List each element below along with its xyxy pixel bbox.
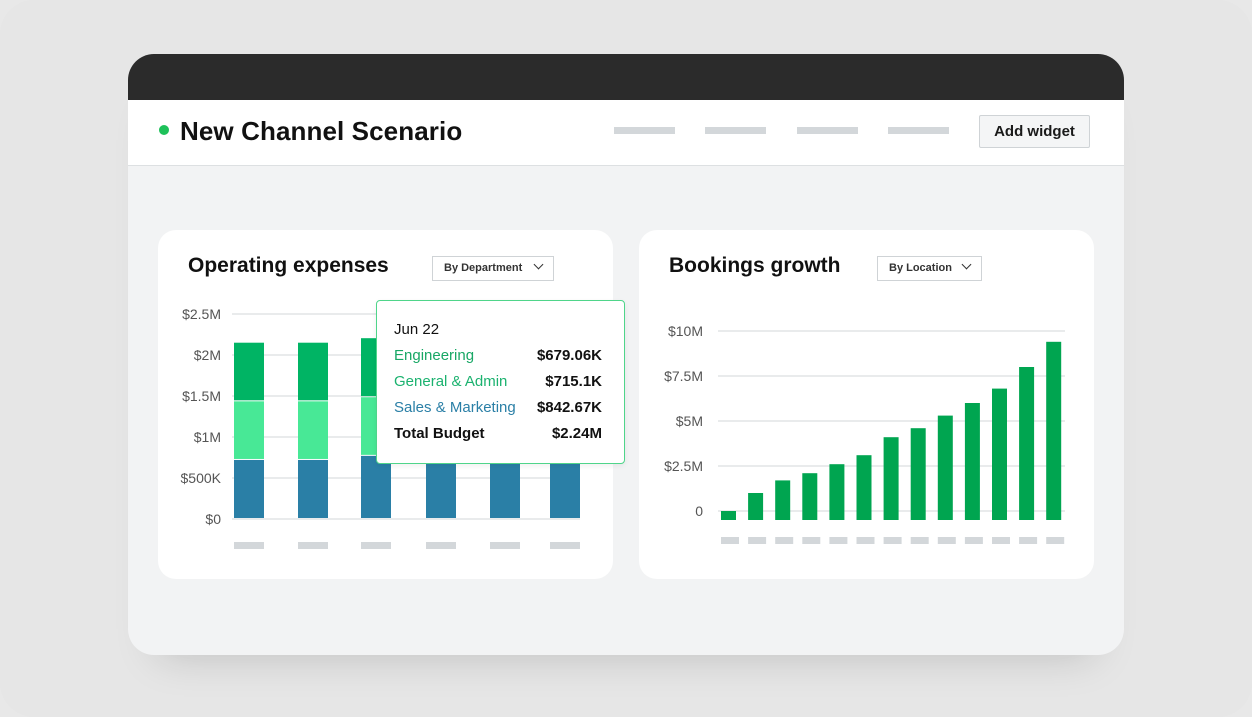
x-tick-placeholder xyxy=(937,537,956,544)
tooltip-date: Jun 22 xyxy=(394,321,440,338)
y-tick-label: $2.5M xyxy=(182,306,221,322)
bar xyxy=(964,403,980,520)
card-title: Operating expenses xyxy=(188,254,389,277)
y-tick-label: $2.5M xyxy=(664,458,703,474)
tooltip-value: $2.24M xyxy=(551,425,602,442)
x-tick-placeholder xyxy=(298,542,328,549)
bar xyxy=(992,388,1007,520)
department-filter-dropdown[interactable]: By Department xyxy=(432,256,554,281)
x-tick-placeholder xyxy=(748,537,767,544)
y-tick-label: $10M xyxy=(668,323,703,339)
tooltip-value: $679.06K xyxy=(536,347,602,364)
bar xyxy=(1019,367,1035,520)
bar xyxy=(883,437,899,520)
bar-segment xyxy=(490,459,520,518)
bar xyxy=(802,473,818,520)
location-filter-dropdown[interactable]: By Location xyxy=(877,256,982,281)
x-tick-placeholder xyxy=(361,542,391,549)
tooltip-label: Total Budget xyxy=(394,425,485,442)
tooltip-value: $842.67K xyxy=(536,399,602,416)
bar-segment xyxy=(234,459,264,518)
x-tick-placeholder xyxy=(1046,537,1065,544)
bookings-growth-chart: 0 $2.5M $5M $7.5M $10M xyxy=(664,323,1065,544)
window-titlebar xyxy=(128,54,1124,100)
page-header: New Channel Scenario Add widget xyxy=(128,100,1124,166)
dropdown-label: By Department xyxy=(444,262,523,274)
bar xyxy=(910,428,926,520)
y-tick-label: $1M xyxy=(194,429,221,445)
nav-placeholder-1[interactable] xyxy=(614,127,675,134)
bar xyxy=(1046,341,1062,520)
y-tick-label: $7.5M xyxy=(664,368,703,384)
bar-segment xyxy=(234,342,264,401)
y-tick-label: $0 xyxy=(205,511,221,527)
chart-tooltip: Jun 22 Engineering $679.06K General & Ad… xyxy=(376,300,625,464)
dropdown-label: By Location xyxy=(889,262,952,274)
bar-segment xyxy=(298,342,328,401)
nav-placeholder-2[interactable] xyxy=(705,127,766,134)
tooltip-label: Sales & Marketing xyxy=(394,399,516,416)
bar xyxy=(937,415,953,520)
y-tick-label: $1.5M xyxy=(182,388,221,404)
bar xyxy=(721,511,736,520)
y-tick-label: 0 xyxy=(695,503,703,519)
x-tick-placeholder xyxy=(234,542,264,549)
bar xyxy=(829,464,845,520)
y-tick-label: $2M xyxy=(194,347,221,363)
x-tick-placeholder xyxy=(964,537,983,544)
x-tick-placeholder xyxy=(550,542,580,549)
x-tick-placeholder xyxy=(910,537,929,544)
bar-segment xyxy=(234,401,264,459)
bookings-growth-card: Bookings growth By Location xyxy=(639,230,1094,579)
nav-placeholder-4[interactable] xyxy=(888,127,949,134)
y-tick-label: $500K xyxy=(181,470,222,486)
bar-segment xyxy=(550,459,580,518)
operating-expenses-chart: $0 $500K $1M $1.5M $2M $2.5M xyxy=(181,306,580,549)
x-tick-placeholder xyxy=(802,537,821,544)
x-tick-placeholder xyxy=(426,542,456,549)
bar xyxy=(856,455,872,520)
add-widget-button[interactable]: Add widget xyxy=(979,115,1090,148)
bar-segment xyxy=(298,401,328,459)
y-tick-label: $5M xyxy=(676,413,703,429)
bar xyxy=(775,480,791,520)
x-tick-placeholder xyxy=(1019,537,1038,544)
bar-segment xyxy=(361,455,391,518)
x-tick-placeholder xyxy=(992,537,1010,544)
x-tick-placeholder xyxy=(490,542,520,549)
tooltip-label: Engineering xyxy=(394,347,475,364)
x-tick-placeholder xyxy=(721,537,739,544)
status-dot-icon xyxy=(159,125,169,135)
card-title: Bookings growth xyxy=(669,254,841,277)
tooltip-value: $715.1K xyxy=(545,373,602,390)
bar-segment xyxy=(298,459,328,518)
tooltip-label: General & Admin xyxy=(394,373,508,390)
nav-placeholder-3[interactable] xyxy=(797,127,858,134)
x-tick-placeholder xyxy=(883,537,902,544)
x-tick-placeholder xyxy=(829,537,848,544)
bar-segment xyxy=(426,459,456,518)
page-title: New Channel Scenario xyxy=(180,116,463,146)
bar xyxy=(748,493,764,520)
x-tick-placeholder xyxy=(775,537,794,544)
x-tick-placeholder xyxy=(856,537,875,544)
